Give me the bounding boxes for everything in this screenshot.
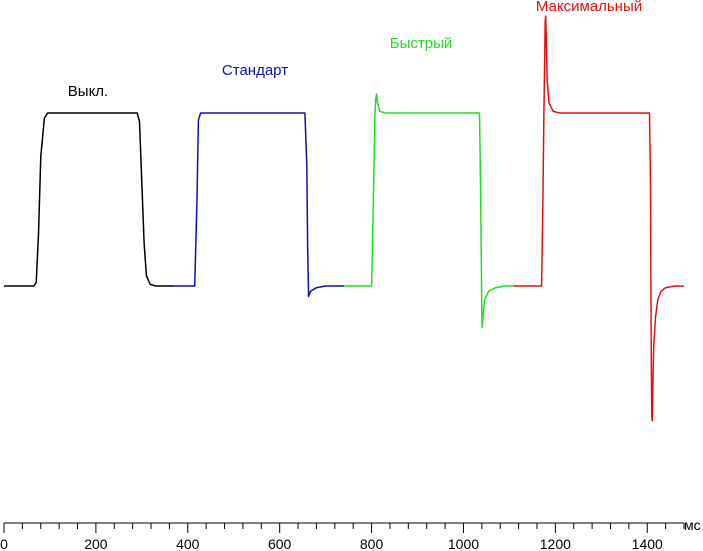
series-label-fast: Быстрый (390, 35, 453, 52)
x-axis-unit-label: мс (684, 517, 701, 533)
x-tick-label: 1000 (448, 536, 479, 551)
series-line-1 (174, 112, 344, 298)
x-tick-label: 800 (360, 536, 384, 551)
x-tick-label: 1400 (632, 536, 663, 551)
x-tick-label: 600 (268, 536, 292, 551)
series-label-max: Максимальный (536, 0, 642, 15)
x-tick-label: 1200 (540, 536, 571, 551)
series-line-0 (4, 112, 174, 287)
x-tick-label: 0 (0, 536, 8, 551)
x-tick-label: 400 (176, 536, 200, 551)
series-label-off: Выкл. (68, 83, 108, 100)
plot-lines (4, 15, 684, 422)
series-labels: Выкл. Стандарт Быстрый Максимальный (68, 0, 642, 100)
series-label-standard: Стандарт (222, 62, 288, 79)
x-axis: 0 200 400 600 800 1000 1200 1400 мс (0, 517, 701, 551)
series-line-2 (344, 93, 514, 329)
x-tick-label: 200 (84, 536, 108, 551)
x-ticks: 0 200 400 600 800 1000 1200 1400 (0, 523, 685, 551)
series-line-3 (514, 15, 684, 422)
